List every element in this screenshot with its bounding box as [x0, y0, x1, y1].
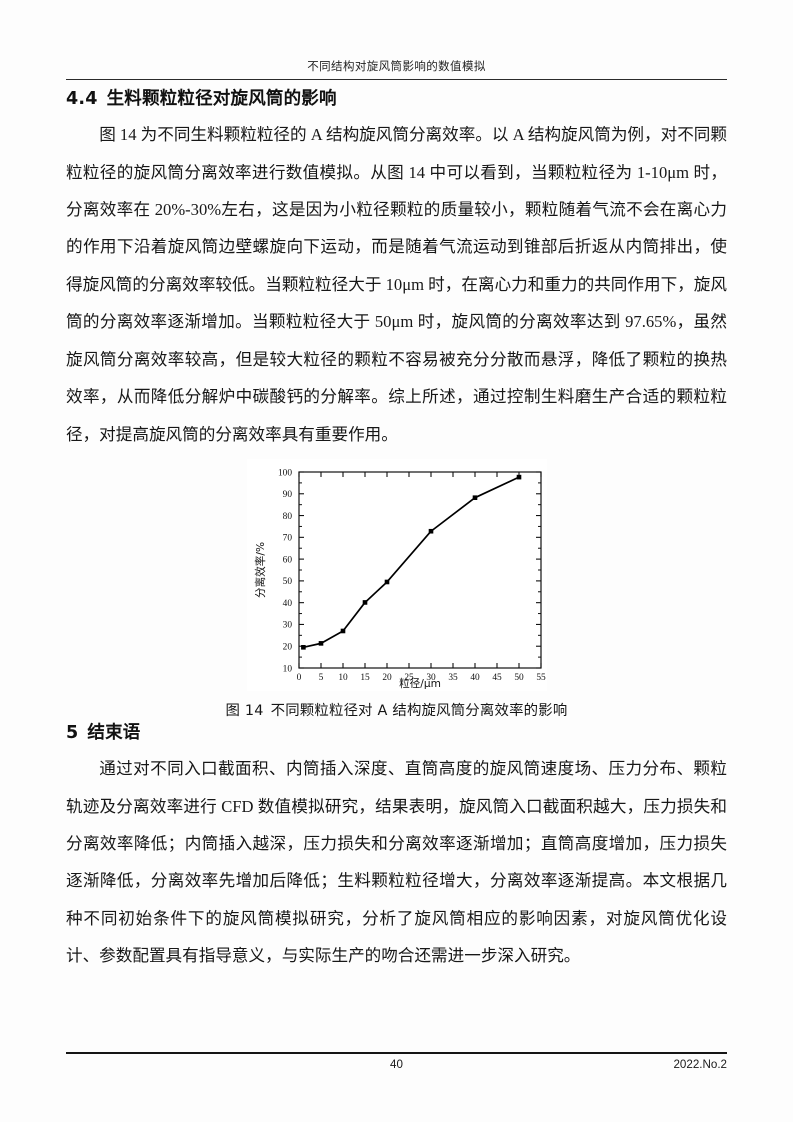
- plot-frame: [297, 471, 542, 669]
- y-tick-label: 100: [277, 468, 291, 478]
- data-point: [362, 600, 367, 605]
- chart-svg: 10 20 30 40 50 60 70 80 90 100 0 5 10 15 20 25 30 35 40 45…: [254, 468, 546, 690]
- y-tick-label: 20: [282, 642, 292, 652]
- figure-caption-text: 不同颗粒粒径对 A 结构旋风筒分离效率的影响: [270, 702, 568, 719]
- figure-caption: 图 14 不同颗粒粒径对 A 结构旋风筒分离效率的影响: [66, 699, 727, 720]
- y-tick-label: 60: [282, 555, 292, 565]
- y-axis-ticks: 10 20 30 40 50 60 70 80 90 100: [277, 468, 541, 674]
- y-tick-label: 50: [282, 577, 292, 587]
- x-tick-label: 40: [470, 673, 480, 683]
- x-tick-label: 0: [296, 673, 301, 683]
- footer-issue: 2022.No.2: [673, 1058, 727, 1071]
- y-tick-label: 10: [282, 664, 292, 674]
- data-point: [318, 640, 323, 646]
- y-tick-label: 40: [282, 599, 292, 609]
- chart-separation-efficiency: 10 20 30 40 50 60 70 80 90 100 0 5 10 15 20 25 30 35 40 45…: [246, 458, 547, 691]
- data-point: [340, 628, 345, 634]
- data-point: [516, 474, 521, 480]
- paragraph-5-1: 通过对不同入口截面积、内筒插入深度、直筒高度的旋风筒速度场、压力分布、颗粒轨迹及…: [66, 759, 727, 966]
- figure-caption-number: 图 14: [225, 702, 264, 719]
- page-content: 4.4 生料颗粒粒径对旋风筒的影响 图 14 为不同生料颗粒粒径的 A 结构旋风筒…: [66, 86, 727, 975]
- figure-14: 10 20 30 40 50 60 70 80 90 100 0 5 10 15 20 25 30 35 40 45…: [66, 458, 727, 720]
- x-tick-label: 15: [360, 673, 370, 683]
- section-number: 5: [66, 722, 79, 743]
- section-title: 结束语: [87, 722, 141, 743]
- data-point: [384, 579, 389, 585]
- x-axis-title: 粒径/μm: [399, 677, 441, 690]
- section-number: 4.4: [66, 89, 98, 109]
- series-markers: [300, 474, 521, 650]
- series-line: [302, 476, 520, 649]
- x-tick-label: 5: [318, 673, 323, 683]
- y-tick-label: 80: [282, 512, 292, 522]
- x-tick-label: 50: [514, 673, 524, 683]
- section-heading-5: 5 结束语: [66, 720, 727, 746]
- x-tick-label: 35: [448, 673, 458, 683]
- y-tick-label: 90: [282, 490, 292, 500]
- paragraph-4-4-1: 图 14 为不同生料颗粒粒径的 A 结构旋风筒分离效率。以 A 结构旋风筒为例，…: [66, 125, 727, 444]
- footer-page-number: 40: [390, 1058, 403, 1071]
- running-header: 不同结构对旋风筒影响的数值模拟: [307, 61, 486, 73]
- section-title: 生料颗粒粒径对旋风筒的影响: [106, 89, 337, 109]
- y-tick-label: 70: [282, 534, 292, 544]
- x-tick-label: 25: [404, 673, 414, 683]
- data-point: [472, 495, 477, 500]
- x-tick-label: 20: [382, 673, 392, 683]
- x-axis-ticks: 0 5 10 15 20 25 30 35 40 45 50 55: [296, 471, 546, 683]
- y-tick-label: 30: [282, 621, 292, 631]
- x-tick-label: 55: [536, 673, 546, 683]
- x-tick-label: 10: [338, 673, 348, 683]
- footer-divider: [66, 1052, 727, 1054]
- x-tick-label: 45: [492, 673, 502, 683]
- header-divider: [66, 79, 727, 80]
- data-point: [428, 528, 433, 534]
- section-heading-4-4: 4.4 生料颗粒粒径对旋风筒的影响: [66, 86, 727, 112]
- y-axis-title: 分离效率/%: [254, 542, 267, 598]
- x-tick-label: 30: [426, 673, 436, 683]
- data-point: [300, 644, 306, 650]
